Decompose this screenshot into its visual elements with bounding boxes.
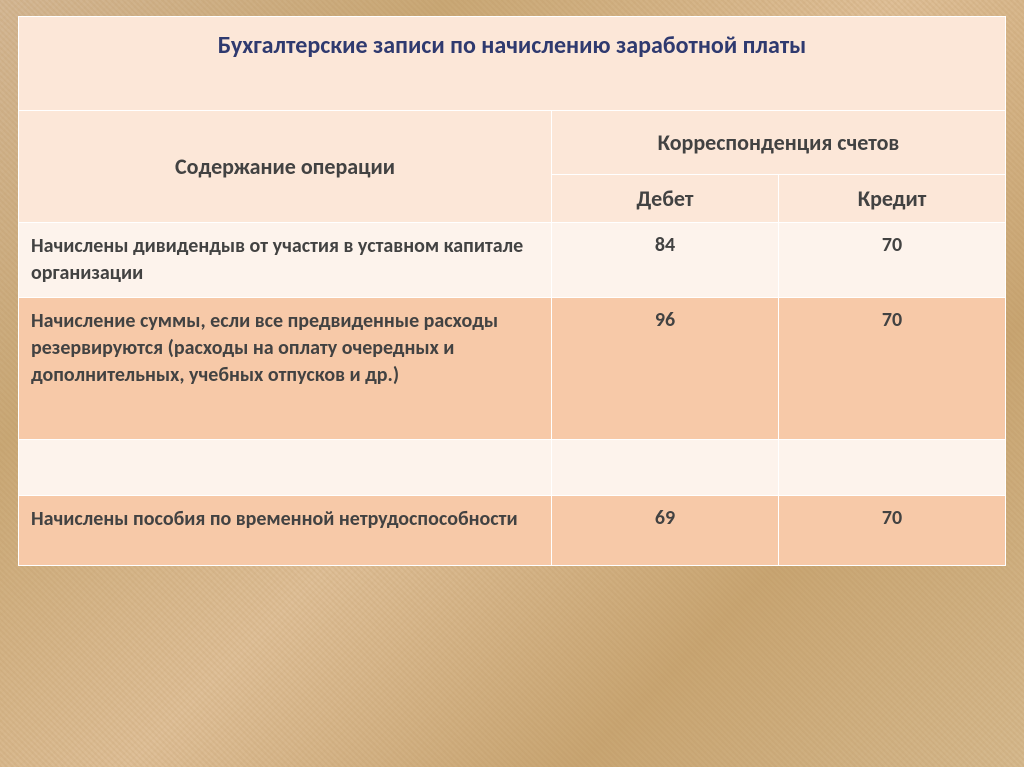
debit-cell: 84 [551,223,778,298]
blank-cell [551,440,778,496]
blank-row [19,440,1006,496]
operation-cell: Начисление суммы, если все предвиденные … [19,298,552,440]
credit-cell: 70 [778,496,1005,566]
debit-cell: 69 [551,496,778,566]
blank-cell [778,440,1005,496]
table-row: Начислены пособия по временной нетрудосп… [19,496,1006,566]
table-title: Бухгалтерские записи по начислению зараб… [19,17,1006,111]
credit-cell: 70 [778,223,1005,298]
credit-cell: 70 [778,298,1005,440]
operation-cell: Начислены пособия по временной нетрудосп… [19,496,552,566]
debit-cell: 96 [551,298,778,440]
title-row: Бухгалтерские записи по начислению зараб… [19,17,1006,111]
header-operation: Содержание операции [19,111,552,223]
header-row-1: Содержание операции Корреспонденция счет… [19,111,1006,175]
table-row: Начисление суммы, если все предвиденные … [19,298,1006,440]
accounting-table: Бухгалтерские записи по начислению зараб… [18,16,1006,566]
operation-cell: Начислены дивидендыв от участия в уставн… [19,223,552,298]
header-credit: Кредит [778,175,1005,223]
header-debit: Дебет [551,175,778,223]
table-row: Начислены дивидендыв от участия в уставн… [19,223,1006,298]
header-correspondence: Корреспонденция счетов [551,111,1005,175]
blank-cell [19,440,552,496]
